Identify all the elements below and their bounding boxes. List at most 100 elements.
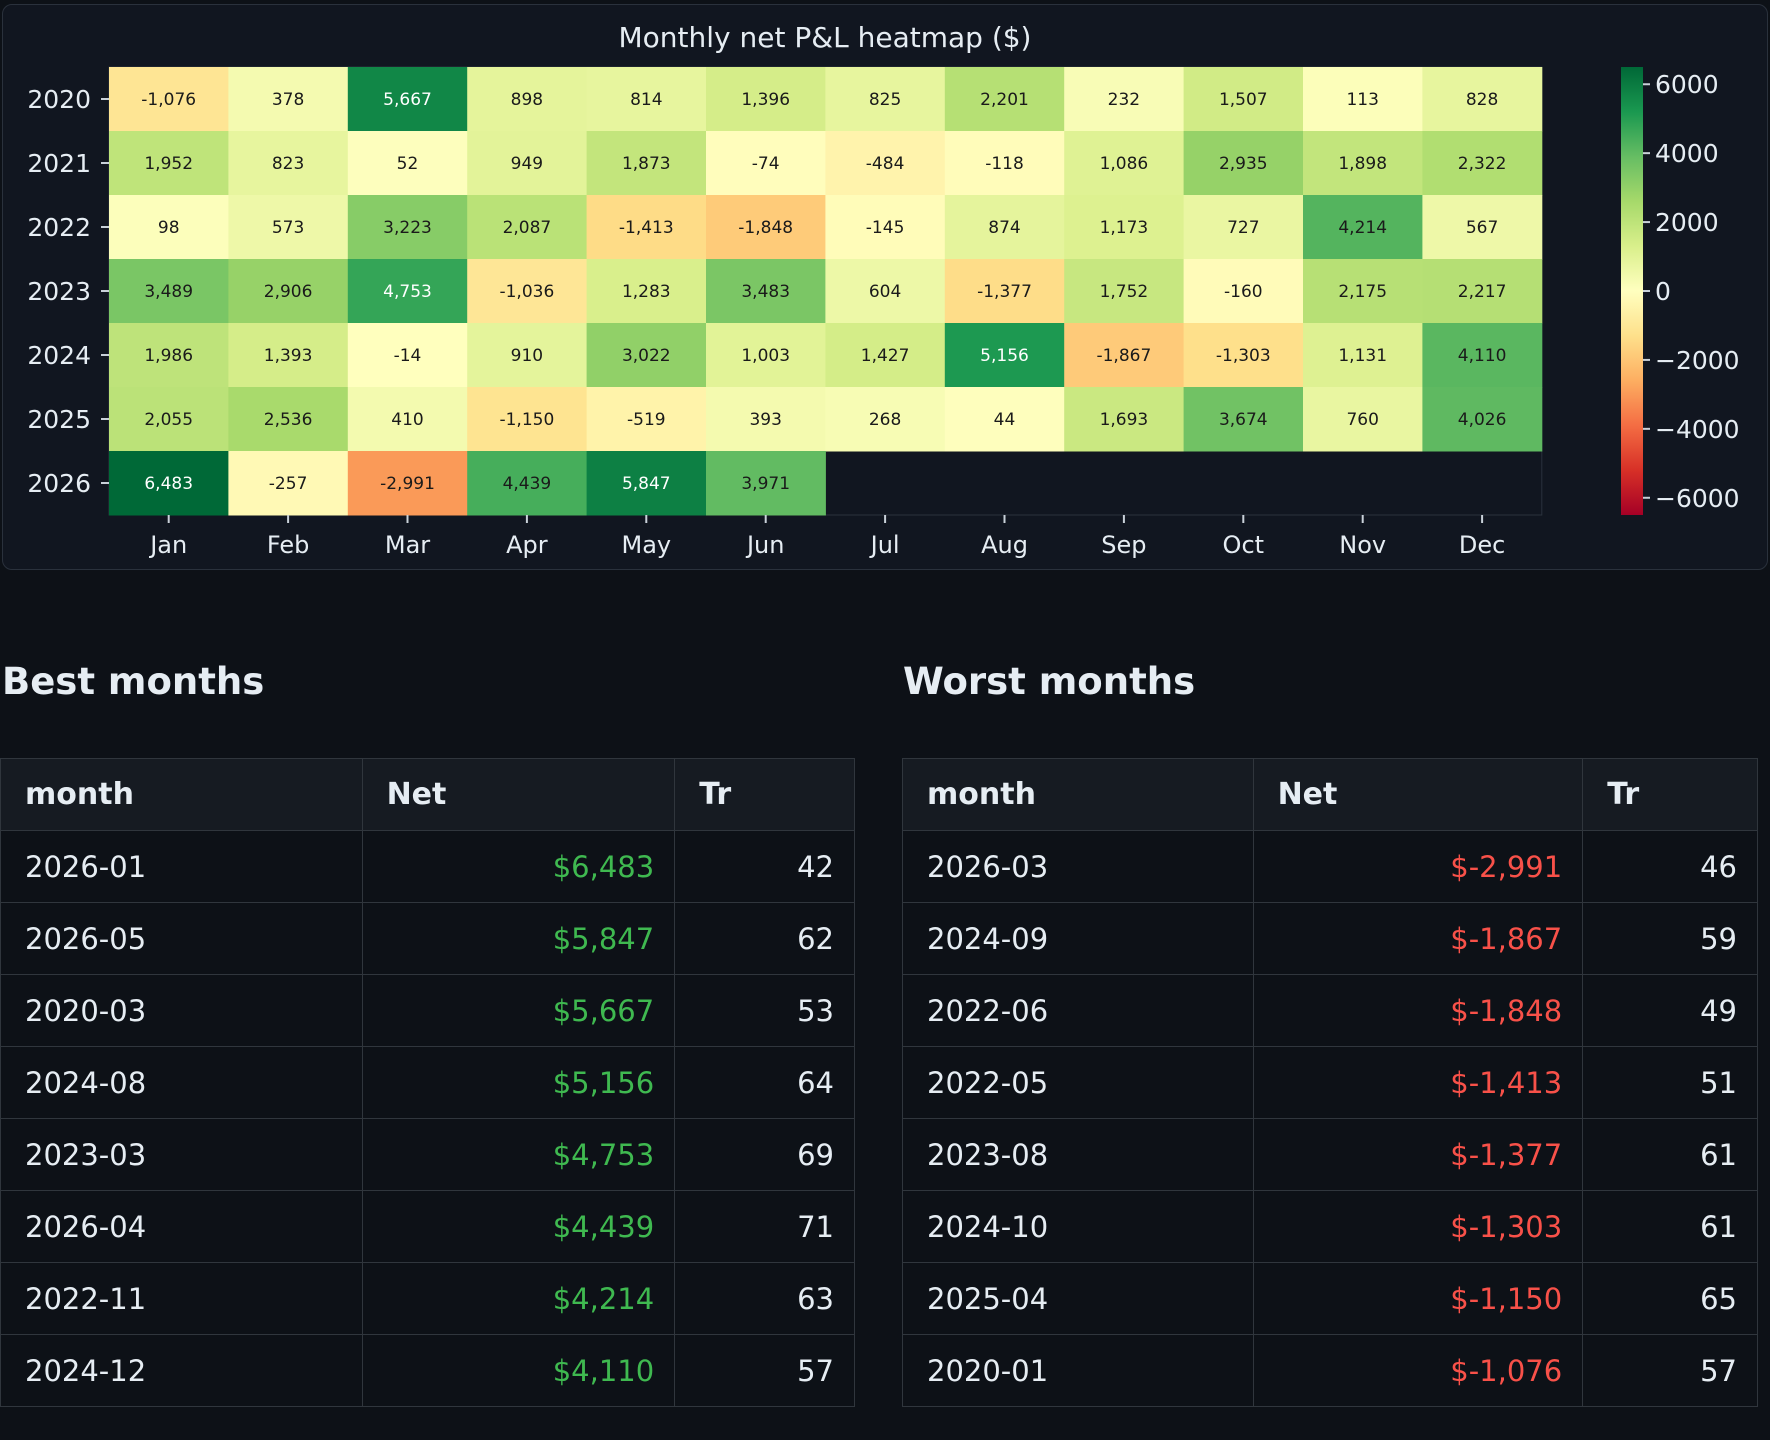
trades-cell: 59 xyxy=(1582,902,1758,975)
heatmap-cell xyxy=(347,451,468,516)
x-tick-label: Jan xyxy=(148,531,187,559)
heatmap-cell xyxy=(944,131,1065,196)
trades-cell: 69 xyxy=(674,1118,855,1191)
cell-value-label: -1,413 xyxy=(619,218,674,238)
month-cell: 2024-08 xyxy=(0,1046,363,1119)
cell-value-label: 98 xyxy=(158,218,180,238)
cell-value-label: 1,283 xyxy=(622,282,671,302)
table-row[interactable]: 2026-03 $-2,991 46 xyxy=(902,830,1758,903)
x-tick-label: Apr xyxy=(506,531,548,559)
trades-cell: 53 xyxy=(674,974,855,1047)
cell-value-label: 814 xyxy=(630,90,662,110)
table-row[interactable]: 2026-05 $5,847 62 xyxy=(0,902,855,975)
heatmap-panel: Monthly net P&L heatmap ($) -1,076 378 5,6… xyxy=(2,4,1768,570)
heatmap-cell xyxy=(228,195,349,260)
trades-cell: 62 xyxy=(674,902,855,975)
table-row[interactable]: 2022-05 $-1,413 51 xyxy=(902,1046,1758,1119)
month-cell: 2025-04 xyxy=(902,1262,1254,1335)
heatmap-cell xyxy=(1422,131,1543,196)
cell-value-label: 113 xyxy=(1346,90,1378,110)
month-cell: 2026-01 xyxy=(0,830,363,903)
cell-value-label: 910 xyxy=(511,346,543,366)
table-row[interactable]: 2024-08 $5,156 64 xyxy=(0,1046,855,1119)
cell-value-label: -1,076 xyxy=(141,90,196,110)
table-row[interactable]: 2020-03 $5,667 53 xyxy=(0,974,855,1047)
y-tick-label: 2021 xyxy=(27,149,91,178)
table-header-row: month Net Tr xyxy=(902,758,1758,831)
net-cell: $-1,413 xyxy=(1252,1046,1584,1119)
trades-cell: 71 xyxy=(674,1190,855,1263)
column-header-month[interactable]: month xyxy=(902,758,1254,831)
chart-title: Monthly net P&L heatmap ($) xyxy=(619,21,1032,54)
y-tick-label: 2023 xyxy=(27,277,91,306)
best-months-table: month Net Tr 2026-01 $6,483 42 2026-05 $5,84… xyxy=(0,758,855,1407)
heatmap-cell xyxy=(944,195,1065,260)
cell-value-label: 3,971 xyxy=(741,474,790,494)
x-tick-label: Jun xyxy=(745,531,785,559)
cell-value-label: 898 xyxy=(511,90,543,110)
y-tick-label: 2022 xyxy=(27,213,91,242)
cell-value-label: 2,935 xyxy=(1219,154,1268,174)
column-header-net[interactable]: Net xyxy=(1252,758,1584,831)
heatmap-cell xyxy=(347,387,468,452)
column-header-trades[interactable]: Tr xyxy=(674,758,855,831)
heatmap-cell xyxy=(228,451,349,516)
trades-cell: 42 xyxy=(674,830,855,903)
heatmap-cell xyxy=(825,131,946,196)
cell-value-label: -145 xyxy=(866,218,905,238)
cell-value-label: 567 xyxy=(1466,218,1498,238)
heatmap-cell xyxy=(109,195,229,260)
heatmap-cell xyxy=(706,451,826,516)
cell-value-label: 4,026 xyxy=(1458,410,1507,430)
colorbar-tick-label: −6000 xyxy=(1655,484,1740,513)
table-row[interactable]: 2025-04 $-1,150 65 xyxy=(902,1262,1758,1335)
table-row[interactable]: 2024-12 $4,110 57 xyxy=(0,1334,855,1407)
cell-value-label: 52 xyxy=(397,154,419,174)
cell-value-label: 3,489 xyxy=(144,282,193,302)
heatmap-cell xyxy=(109,259,229,324)
month-cell: 2024-12 xyxy=(0,1334,363,1407)
table-row[interactable]: 2026-01 $6,483 42 xyxy=(0,830,855,903)
heatmap-cell xyxy=(467,259,588,324)
table-row[interactable]: 2026-04 $4,439 71 xyxy=(0,1190,855,1263)
cell-value-label: 1,396 xyxy=(741,90,790,110)
heatmap-cell xyxy=(1183,259,1304,324)
colorbar-tick-label: −4000 xyxy=(1655,415,1740,444)
heatmap-cell xyxy=(586,387,707,452)
month-cell: 2020-03 xyxy=(0,974,363,1047)
table-row[interactable]: 2023-03 $4,753 69 xyxy=(0,1118,855,1191)
table-row[interactable]: 2022-06 $-1,848 49 xyxy=(902,974,1758,1047)
colorbar-tick-label: 2000 xyxy=(1655,208,1719,237)
heatmap-cell xyxy=(586,323,707,388)
heatmap-cell xyxy=(1303,323,1423,388)
pnl-heatmap: Monthly net P&L heatmap ($) -1,076 378 5,6… xyxy=(27,21,1740,559)
column-header-month[interactable]: month xyxy=(0,758,363,831)
heatmap-cell xyxy=(109,387,229,452)
cell-value-label: 2,906 xyxy=(264,282,313,302)
table-row[interactable]: 2023-08 $-1,377 61 xyxy=(902,1118,1758,1191)
table-row[interactable]: 2024-10 $-1,303 61 xyxy=(902,1190,1758,1263)
heatmap-cell xyxy=(1422,259,1543,324)
column-header-trades[interactable]: Tr xyxy=(1582,758,1758,831)
table-row[interactable]: 2022-11 $4,214 63 xyxy=(0,1262,855,1335)
heatmap-cell xyxy=(586,131,707,196)
x-tick-label: Mar xyxy=(385,531,430,559)
colorbar-tick-label: 6000 xyxy=(1655,70,1719,99)
heatmap-cell xyxy=(825,67,946,132)
table-row[interactable]: 2024-09 $-1,867 59 xyxy=(902,902,1758,975)
cell-value-label: -1,036 xyxy=(499,282,554,302)
heatmap-cell xyxy=(347,195,468,260)
cell-value-label: 1,086 xyxy=(1100,154,1149,174)
month-cell: 2022-11 xyxy=(0,1262,363,1335)
cell-value-label: -2,991 xyxy=(380,474,435,494)
cell-value-label: 1,173 xyxy=(1100,218,1149,238)
net-cell: $-2,991 xyxy=(1252,830,1584,903)
cell-value-label: 1,693 xyxy=(1100,410,1149,430)
heatmap-cell xyxy=(1303,131,1423,196)
column-header-net[interactable]: Net xyxy=(361,758,676,831)
heatmap-cell xyxy=(825,195,946,260)
table-row[interactable]: 2020-01 $-1,076 57 xyxy=(902,1334,1758,1407)
cell-value-label: 949 xyxy=(511,154,543,174)
heatmap-cell xyxy=(347,67,468,132)
x-tick-label: May xyxy=(621,531,671,559)
